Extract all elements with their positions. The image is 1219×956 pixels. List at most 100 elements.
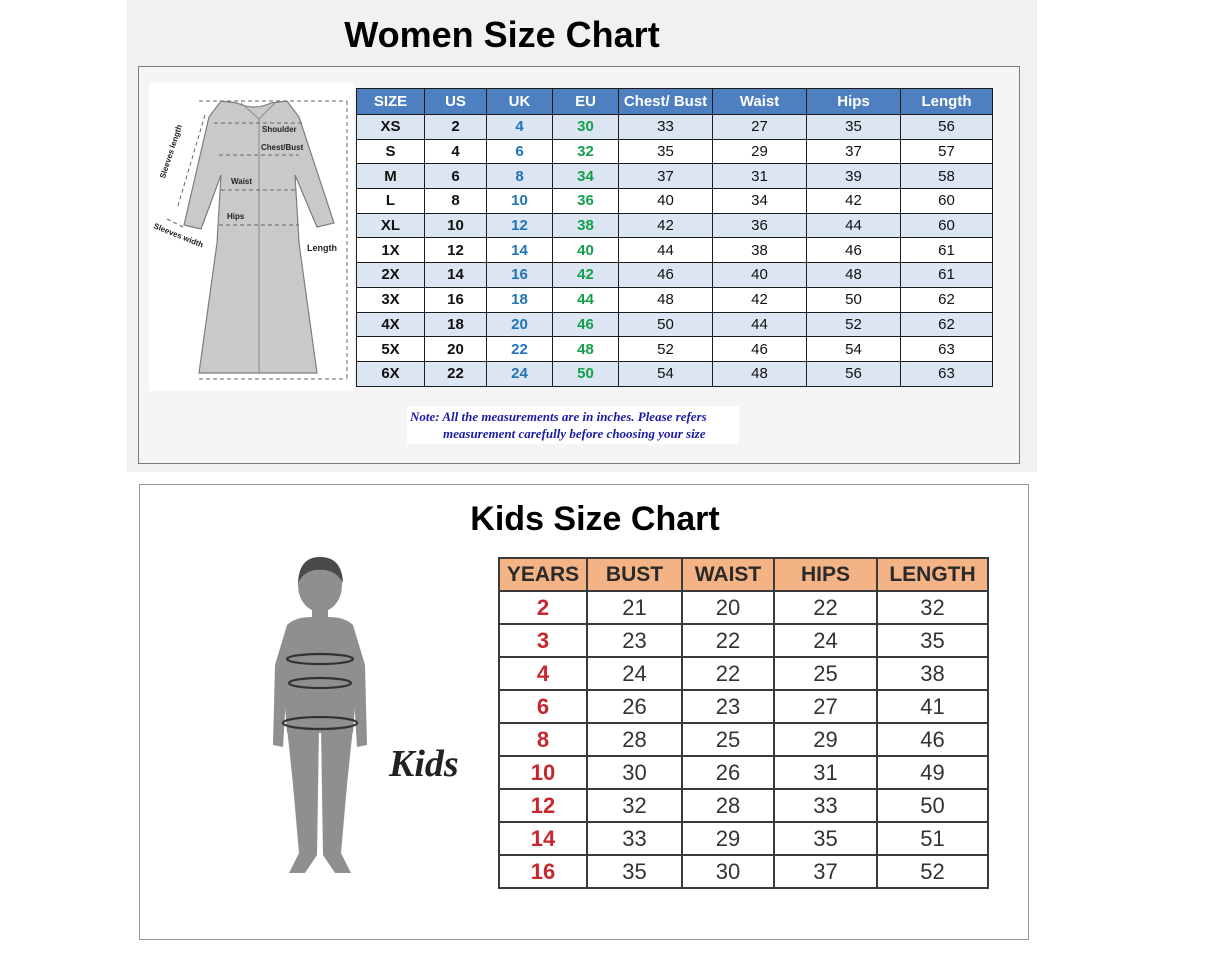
cell-size: 2X xyxy=(356,262,425,288)
cell-hips: 37 xyxy=(806,138,901,165)
cell-years: 10 xyxy=(498,755,588,790)
cell-eu: 34 xyxy=(552,163,619,190)
cell-waist: 31 xyxy=(712,163,807,190)
cell-hips: 37 xyxy=(773,854,878,889)
cell-length: 60 xyxy=(900,188,993,214)
cell-bust: 23 xyxy=(586,623,683,658)
cell-length: 35 xyxy=(876,623,989,658)
cell-hips: 44 xyxy=(806,212,901,239)
cell-size: 4X xyxy=(356,311,425,338)
cell-hips: 52 xyxy=(806,311,901,338)
note-line-1: Note: All the measurements are in inches… xyxy=(410,409,707,424)
label-waist: Waist xyxy=(231,177,253,186)
cell-hips: 50 xyxy=(806,286,901,313)
col-header-bust: BUST xyxy=(586,557,683,592)
cell-waist: 23 xyxy=(681,689,775,724)
cell-uk: 22 xyxy=(486,336,553,362)
cell-years: 2 xyxy=(498,590,588,625)
cell-length: 58 xyxy=(900,163,993,190)
cell-us: 16 xyxy=(424,286,487,313)
cell-size: XS xyxy=(356,114,425,140)
cell-eu: 38 xyxy=(552,212,619,239)
cell-us: 6 xyxy=(424,163,487,190)
col-header-chest-bust: Chest/ Bust xyxy=(618,88,713,115)
kids-chart-title: Kids Size Chart xyxy=(470,500,720,538)
cell-length: 62 xyxy=(900,311,993,338)
cell-waist: 48 xyxy=(712,360,807,387)
cell-length: 49 xyxy=(876,755,989,790)
cell-waist: 40 xyxy=(712,262,807,288)
cell-bust: 30 xyxy=(586,755,683,790)
cell-hips: 35 xyxy=(806,114,901,140)
cell-us: 10 xyxy=(424,212,487,239)
col-header-length: LENGTH xyxy=(876,557,989,592)
cell-years: 12 xyxy=(498,788,588,823)
cell-chest-bust: 40 xyxy=(618,188,713,214)
cell-length: 32 xyxy=(876,590,989,625)
cell-length: 38 xyxy=(876,656,989,691)
cell-years: 3 xyxy=(498,623,588,658)
col-header-size: SIZE xyxy=(356,88,425,115)
cell-years: 4 xyxy=(498,656,588,691)
table-row: 1X 12 14 40 44 38 46 61 xyxy=(356,237,993,264)
cell-chest-bust: 37 xyxy=(618,163,713,190)
dress-measurement-diagram: Shoulder Chest/Bust Waist Hips Length Sl… xyxy=(149,83,354,391)
cell-bust: 21 xyxy=(586,590,683,625)
cell-uk: 18 xyxy=(486,286,553,313)
table-row: 6X 22 24 50 54 48 56 63 xyxy=(356,360,993,387)
cell-bust: 35 xyxy=(586,854,683,889)
cell-us: 22 xyxy=(424,360,487,387)
cell-years: 8 xyxy=(498,722,588,757)
col-header-years: YEARS xyxy=(498,557,588,592)
cell-uk: 6 xyxy=(486,138,553,165)
cell-eu: 48 xyxy=(552,336,619,362)
cell-waist: 38 xyxy=(712,237,807,264)
cell-uk: 16 xyxy=(486,262,553,288)
cell-eu: 32 xyxy=(552,138,619,165)
cell-length: 60 xyxy=(900,212,993,239)
label-hips: Hips xyxy=(227,212,245,221)
cell-waist: 26 xyxy=(681,755,775,790)
kids-figure-label: Kids xyxy=(389,743,459,785)
table-row: 3X 16 18 44 48 42 50 62 xyxy=(356,286,993,313)
cell-years: 16 xyxy=(498,854,588,889)
cell-waist: 20 xyxy=(681,590,775,625)
table-row: 4 24 22 25 38 xyxy=(498,656,989,691)
cell-uk: 12 xyxy=(486,212,553,239)
cell-eu: 50 xyxy=(552,360,619,387)
cell-length: 63 xyxy=(900,360,993,387)
table-row: 5X 20 22 48 52 46 54 63 xyxy=(356,336,993,362)
cell-size: S xyxy=(356,138,425,165)
cell-uk: 10 xyxy=(486,188,553,214)
table-row: 3 23 22 24 35 xyxy=(498,623,989,658)
cell-hips: 39 xyxy=(806,163,901,190)
cell-length: 50 xyxy=(876,788,989,823)
col-header-hips: HIPS xyxy=(773,557,878,592)
table-row: 2X 14 16 42 46 40 48 61 xyxy=(356,262,993,288)
dress-illustration xyxy=(166,100,348,380)
table-row: 16 35 30 37 52 xyxy=(498,854,989,889)
table-row: 8 28 25 29 46 xyxy=(498,722,989,757)
cell-size: 3X xyxy=(356,286,425,313)
table-row: M 6 8 34 37 31 39 58 xyxy=(356,163,993,190)
cell-chest-bust: 54 xyxy=(618,360,713,387)
cell-eu: 46 xyxy=(552,311,619,338)
cell-waist: 36 xyxy=(712,212,807,239)
col-header-us: US xyxy=(424,88,487,115)
cell-us: 14 xyxy=(424,262,487,288)
cell-uk: 14 xyxy=(486,237,553,264)
kids-table-header-row: YEARS BUST WAIST HIPS LENGTH xyxy=(498,557,989,592)
cell-us: 18 xyxy=(424,311,487,338)
cell-waist: 22 xyxy=(681,656,775,691)
cell-uk: 4 xyxy=(486,114,553,140)
cell-us: 12 xyxy=(424,237,487,264)
cell-uk: 20 xyxy=(486,311,553,338)
col-header-eu: EU xyxy=(552,88,619,115)
table-row: 10 30 26 31 49 xyxy=(498,755,989,790)
cell-length: 61 xyxy=(900,237,993,264)
cell-chest-bust: 48 xyxy=(618,286,713,313)
table-row: 14 33 29 35 51 xyxy=(498,821,989,856)
cell-hips: 25 xyxy=(773,656,878,691)
cell-waist: 42 xyxy=(712,286,807,313)
cell-waist: 22 xyxy=(681,623,775,658)
